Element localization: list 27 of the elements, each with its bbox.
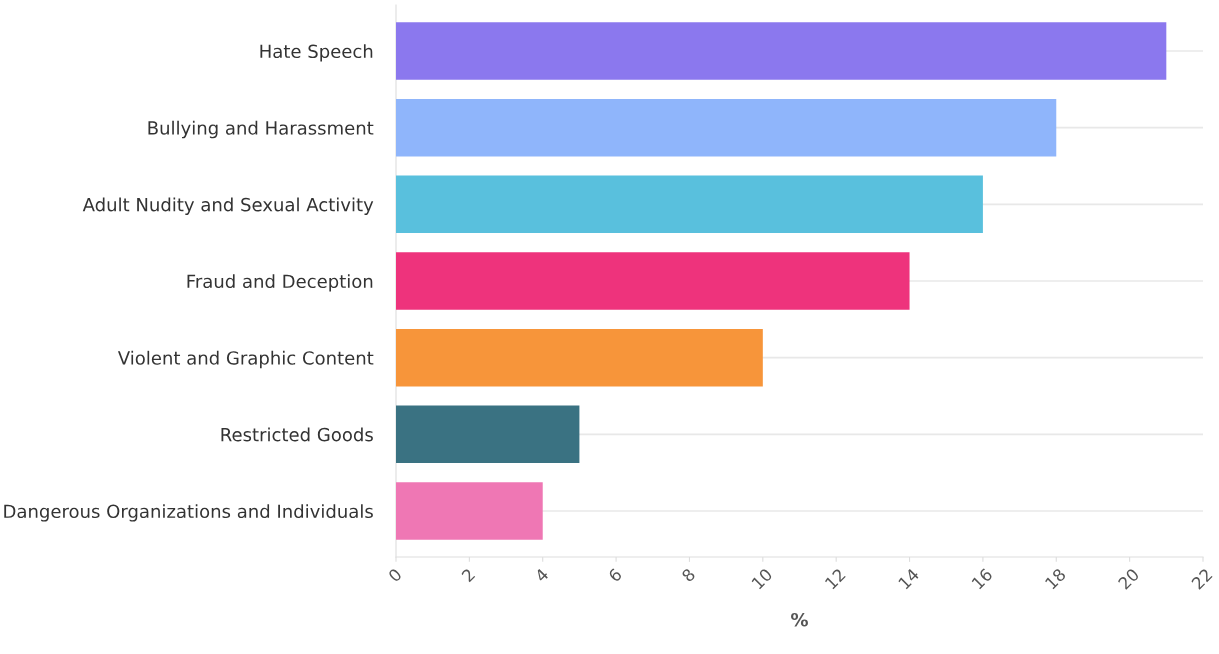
- x-axis-title: %: [791, 612, 808, 627]
- bar: [396, 252, 910, 310]
- x-tick-label: 10: [751, 567, 773, 590]
- y-tick-label: Fraud and Deception: [187, 274, 373, 292]
- bar: [396, 22, 1167, 80]
- y-tick-label: Restricted Goods: [221, 427, 373, 442]
- bar: [396, 175, 983, 234]
- x-tick-label: 12: [824, 568, 846, 590]
- y-tick-label: Dangerous Organizations and Individuals: [4, 504, 373, 522]
- x-tick-label: 20: [1117, 567, 1140, 590]
- x-tick-label: 2: [460, 568, 476, 583]
- x-tick-label: 4: [534, 567, 550, 583]
- x-tick-label: 0: [387, 567, 403, 583]
- x-tick-label: 8: [681, 567, 696, 583]
- x-tick-label: 22: [1190, 568, 1213, 590]
- x-tick-label: 16: [971, 567, 994, 590]
- bar: [396, 405, 580, 464]
- y-tick-label: Hate Speech: [260, 44, 373, 62]
- x-tick-label: 6: [607, 567, 623, 583]
- bar: [396, 98, 1057, 157]
- y-tick-label: Bullying and Harassment: [148, 120, 374, 139]
- y-tick-label: Adult Nudity and Sexual Activity: [82, 197, 374, 215]
- x-tick-label: 18: [1044, 567, 1067, 590]
- y-tick-label: Violent and Graphic Content: [117, 350, 374, 369]
- bar: [396, 328, 763, 387]
- x-tick-label: 14: [898, 567, 920, 590]
- bar: [396, 482, 543, 540]
